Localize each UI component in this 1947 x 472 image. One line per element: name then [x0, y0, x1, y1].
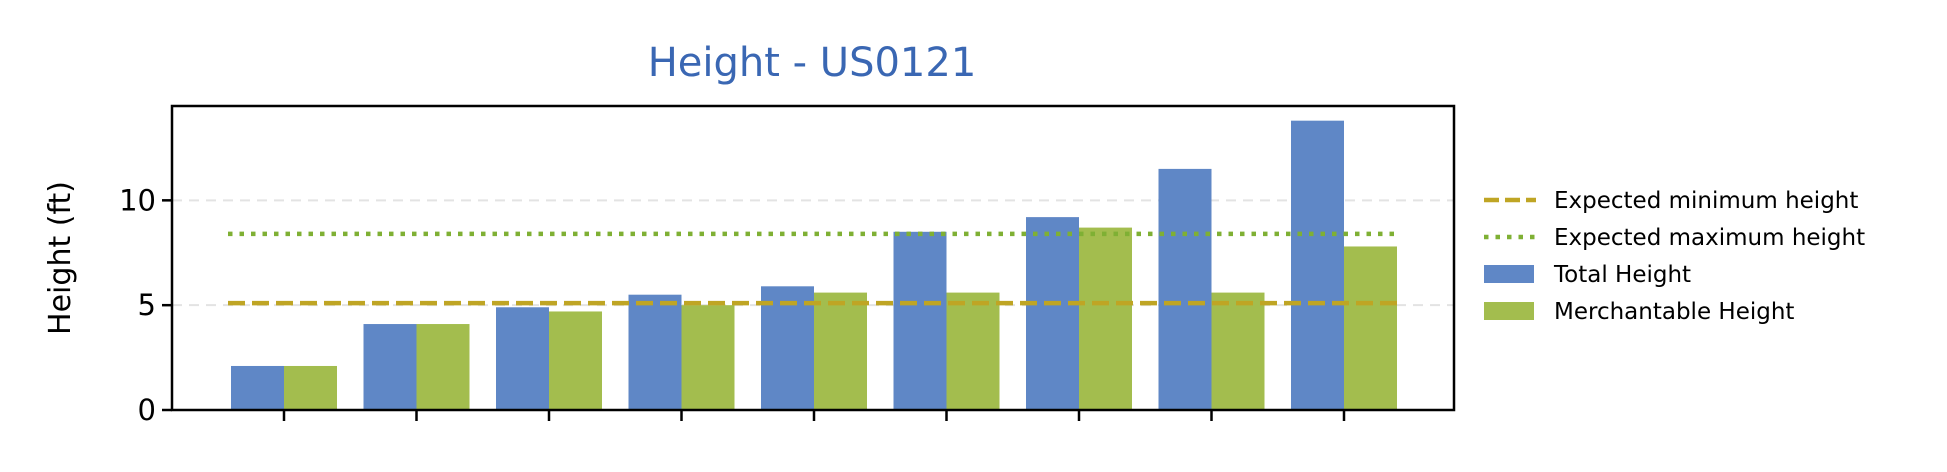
plot-area: 0 5 10 [119, 104, 1456, 427]
total-height-bar [231, 365, 284, 410]
merchantable-height-bar [1344, 246, 1397, 410]
x-axis-ticks [282, 410, 1346, 421]
total-height-bar [363, 324, 417, 410]
legend-bar-swatch [1484, 302, 1534, 320]
total-height-bar [761, 286, 814, 410]
total-height-bar [496, 307, 549, 410]
total-height-bar [1026, 217, 1079, 410]
legend-label: Merchantable Height [1554, 299, 1794, 325]
total-height-bar [1158, 168, 1212, 410]
chart-title: Height - US0121 [648, 40, 977, 86]
y-axis-label: Height (ft) [43, 181, 78, 335]
y-axis-ticks: 0 5 10 [119, 183, 172, 427]
y-tick-label: 0 [138, 393, 156, 427]
merchantable-height-bar [549, 311, 602, 410]
legend-bar-swatch [1484, 265, 1534, 283]
total-height-bar [628, 294, 682, 410]
total-height-bar [1291, 120, 1344, 410]
bars [231, 120, 1397, 410]
merchantable-height-bar [416, 324, 470, 410]
total-height-bar [893, 231, 947, 410]
merchantable-height-bar [1079, 227, 1132, 410]
merchantable-height-bar [814, 292, 867, 410]
merchantable-height-bar [946, 292, 1000, 410]
y-tick-label: 5 [138, 288, 156, 322]
legend: Expected minimum height Expected maximum … [1484, 188, 1865, 325]
legend-label: Expected maximum height [1554, 225, 1865, 251]
legend-label: Expected minimum height [1554, 188, 1858, 214]
y-tick-label: 10 [119, 183, 156, 217]
reference-lines [228, 231, 1400, 306]
merchantable-height-bar [284, 365, 337, 410]
merchantable-height-bar [1211, 292, 1265, 410]
merchantable-height-bar [681, 305, 735, 410]
legend-label: Total Height [1553, 262, 1691, 288]
